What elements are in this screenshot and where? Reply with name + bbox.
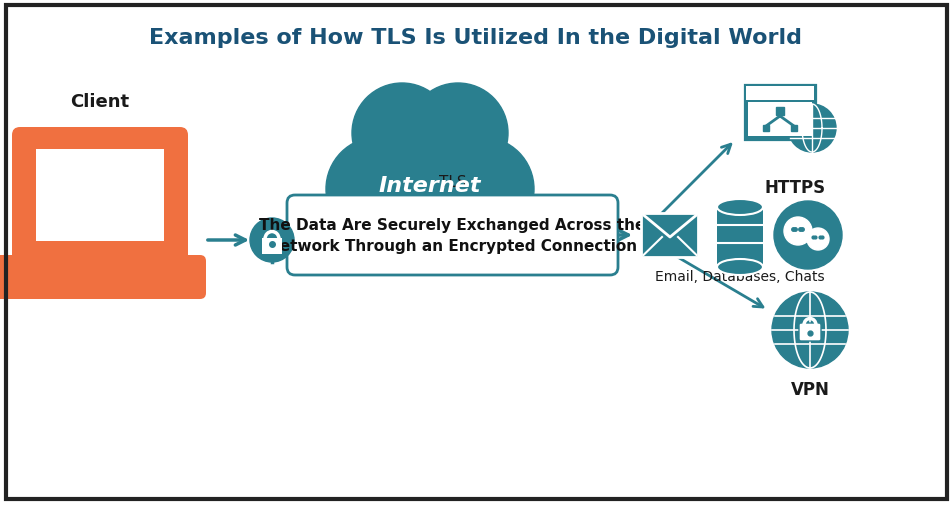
Circle shape	[773, 201, 842, 270]
Bar	[747, 103, 811, 137]
Circle shape	[787, 105, 835, 153]
Circle shape	[386, 184, 473, 272]
Bar	[716, 208, 763, 268]
FancyBboxPatch shape	[287, 195, 617, 275]
Text: Examples of How TLS Is Utilized In the Digital World: Examples of How TLS Is Utilized In the D…	[149, 28, 802, 48]
Ellipse shape	[716, 260, 763, 275]
Text: Internet: Internet	[378, 176, 481, 195]
FancyBboxPatch shape	[0, 256, 206, 299]
Text: The Data Are Securely Exchanged Across the
Network Through an Encrypted Connecti: The Data Are Securely Exchanged Across t…	[259, 218, 645, 254]
Text: TLS: TLS	[438, 175, 466, 189]
Circle shape	[783, 218, 811, 245]
FancyBboxPatch shape	[12, 128, 188, 264]
Circle shape	[407, 84, 507, 184]
Circle shape	[355, 101, 505, 250]
Text: VPN: VPN	[790, 380, 828, 398]
Text: Email, Databases, Chats: Email, Databases, Chats	[654, 270, 823, 283]
FancyBboxPatch shape	[798, 323, 820, 341]
FancyBboxPatch shape	[262, 238, 282, 255]
Circle shape	[771, 292, 847, 368]
FancyBboxPatch shape	[641, 214, 698, 258]
Text: Client: Client	[70, 93, 129, 111]
Circle shape	[326, 138, 429, 241]
Circle shape	[249, 219, 293, 263]
Bar	[745, 87, 813, 101]
FancyBboxPatch shape	[36, 149, 164, 241]
Ellipse shape	[716, 199, 763, 216]
Circle shape	[806, 229, 828, 250]
Circle shape	[351, 84, 451, 184]
FancyBboxPatch shape	[742, 83, 817, 143]
Text: HTTPS: HTTPS	[764, 179, 824, 196]
Circle shape	[429, 138, 533, 241]
